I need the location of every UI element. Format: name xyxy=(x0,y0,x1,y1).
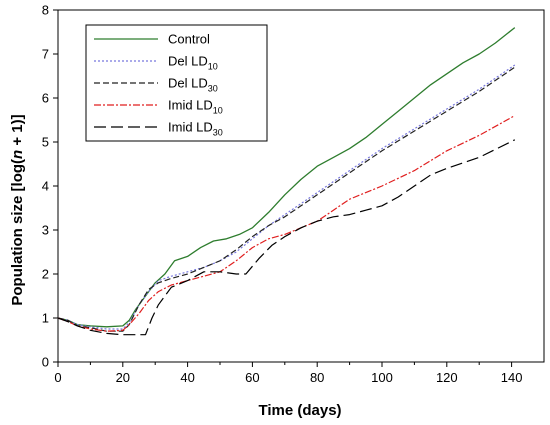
legend-label-3: Del LD30 xyxy=(168,76,218,94)
y-axis-title-part-1: Population size [log( xyxy=(9,159,26,306)
legend-label-main: Control xyxy=(168,32,210,47)
legend-label-subscript: 10 xyxy=(213,106,223,116)
x-tick-label: 40 xyxy=(180,370,194,385)
legend-label-main: Del LD xyxy=(168,54,208,69)
x-tick-label: 140 xyxy=(501,370,523,385)
legend-label-2: Del LD10 xyxy=(168,54,218,72)
y-tick-label: 5 xyxy=(42,135,49,150)
series-line-2 xyxy=(57,64,516,330)
y-tick-label: 2 xyxy=(42,267,49,282)
legend-label-4: Imid LD10 xyxy=(168,98,223,116)
y-tick-label: 8 xyxy=(42,3,49,18)
y-tick-label: 6 xyxy=(42,91,49,106)
series-line-4 xyxy=(57,115,516,332)
series-layer xyxy=(57,27,516,336)
x-tick-label: 100 xyxy=(371,370,393,385)
y-tick-label: 0 xyxy=(42,355,49,370)
y-tick-label: 7 xyxy=(42,47,49,62)
series-line-3 xyxy=(57,66,516,332)
legend-label-main: Imid LD xyxy=(168,98,213,113)
y-axis-title-part-2: n xyxy=(9,150,26,159)
x-axis-title: Time (days) xyxy=(258,402,341,419)
series-line-5 xyxy=(57,139,516,336)
legend-label-5: Imid LD30 xyxy=(168,120,223,138)
y-tick-label: 3 xyxy=(42,223,49,238)
y-axis-title-part-3: + 1)] xyxy=(9,114,26,149)
legend-label-subscript: 30 xyxy=(208,84,218,94)
x-tick-label: 20 xyxy=(116,370,130,385)
legend-label-1: Control xyxy=(168,32,210,47)
legend-label-subscript: 30 xyxy=(213,128,223,138)
y-axis-title: Population size [log(n + 1)] xyxy=(9,114,26,305)
y-tick-label: 4 xyxy=(42,179,49,194)
axis-ticks: 0 20 40 60 80 100 120 140 0 1 2 3 4 5 6 7 8 xyxy=(42,3,523,386)
x-tick-label: 60 xyxy=(245,370,259,385)
x-tick-label: 120 xyxy=(436,370,458,385)
y-tick-label: 1 xyxy=(42,311,49,326)
series-line-1 xyxy=(57,27,516,328)
legend-label-subscript: 10 xyxy=(208,62,218,72)
x-tick-label: 80 xyxy=(310,370,324,385)
legend-label-main: Imid LD xyxy=(168,120,213,135)
x-tick-label: 0 xyxy=(54,370,61,385)
legend-label-main: Del LD xyxy=(168,76,208,91)
